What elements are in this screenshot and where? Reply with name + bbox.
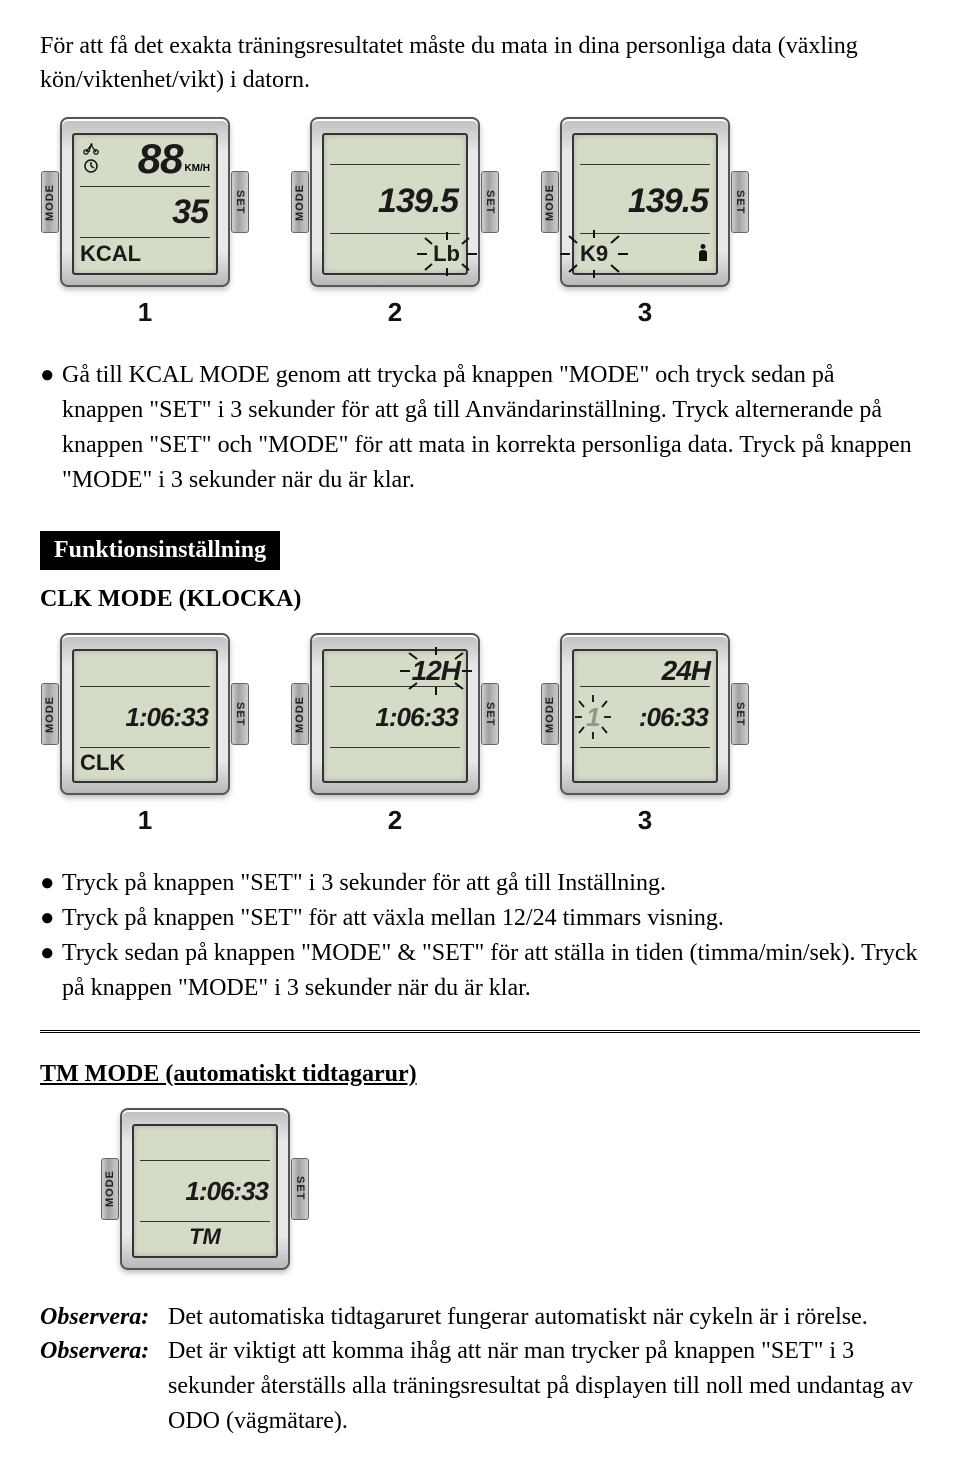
speed-value: 88 <box>138 140 183 178</box>
clk-device-2: MODE 12H 1:06:33 SET 2 <box>290 633 500 836</box>
kcal-device-1: MODE 88 KM/H 35 <box>40 117 250 328</box>
intro-text: För att få det exakta träningsresultatet… <box>40 30 920 97</box>
mode-button[interactable]: MODE <box>40 117 60 287</box>
kcal1-bot: KCAL <box>80 243 141 265</box>
section-divider <box>40 1030 920 1033</box>
obs-label: Observera: <box>40 1334 168 1438</box>
mode-button[interactable]: MODE <box>100 1108 120 1270</box>
mode-button[interactable]: MODE <box>40 633 60 795</box>
set-button[interactable]: SET <box>230 117 250 287</box>
clk3-format: 24H <box>662 657 710 685</box>
person-icon <box>696 243 710 265</box>
clk-mode-title: CLK MODE (KLOCKA) <box>40 586 920 613</box>
set-button[interactable]: SET <box>290 1108 310 1270</box>
tm-device: MODE 1:06:33 TM SET <box>100 1108 310 1270</box>
clk-device-row: MODE 1:06:33 CLK SET 1 MODE <box>40 633 920 836</box>
obs-text: Det automatiska tidtagaruret fungerar au… <box>168 1300 920 1335</box>
set-button[interactable]: SET <box>480 633 500 795</box>
device-number: 1 <box>138 297 152 328</box>
obs-text: Det är viktigt att komma ihåg att när ma… <box>168 1334 920 1438</box>
clk1-mode: CLK <box>80 752 125 774</box>
clk-device-1: MODE 1:06:33 CLK SET 1 <box>40 633 250 836</box>
clk3-time-rest: :06:33 <box>639 704 708 730</box>
device-number: 1 <box>138 805 152 836</box>
kcal1-mid: 35 <box>172 195 208 229</box>
set-button[interactable]: SET <box>730 117 750 287</box>
kcal-device-2: MODE 139.5 Lb SET <box>290 117 500 328</box>
kcal3-mid: 139.5 <box>628 184 708 218</box>
clk-instructions: ●Tryck på knappen "SET" i 3 sekunder för… <box>40 866 920 1005</box>
tm-time: 1:06:33 <box>185 1178 268 1204</box>
clk2-time: 1:06:33 <box>375 704 458 730</box>
kcal-device-row: MODE 88 KM/H 35 <box>40 117 920 328</box>
mode-button[interactable]: MODE <box>540 633 560 795</box>
tm-label: TM <box>189 1226 221 1248</box>
set-button[interactable]: SET <box>230 633 250 795</box>
tm-device-row: MODE 1:06:33 TM SET <box>100 1108 920 1270</box>
mode-button[interactable]: MODE <box>290 117 310 287</box>
mode-button[interactable]: MODE <box>290 633 310 795</box>
clk1-time: 1:06:33 <box>125 704 208 730</box>
clk-device-3: MODE 24H 1 :06:33 <box>540 633 750 836</box>
blinking-value: K9 <box>580 243 608 266</box>
observations: Observera: Det automatiska tidtagaruret … <box>40 1300 920 1439</box>
status-icons <box>80 140 102 173</box>
tm-mode-title: TM MODE (automatiskt tidtagarur) <box>40 1061 920 1088</box>
speed-unit: KM/H <box>184 163 210 174</box>
obs-label: Observera: <box>40 1300 168 1335</box>
device-number: 3 <box>638 297 652 328</box>
device-number: 2 <box>388 297 402 328</box>
mode-button[interactable]: MODE <box>540 117 560 287</box>
kcal-instructions: ●Gå till KCAL MODE genom att trycka på k… <box>40 358 920 497</box>
section-badge: Funktionsinställning <box>40 531 280 570</box>
set-button[interactable]: SET <box>730 633 750 795</box>
blinking-12h: 12H <box>412 657 460 685</box>
kcal2-mid: 139.5 <box>378 184 458 218</box>
device-number: 2 <box>388 805 402 836</box>
device-number: 3 <box>638 805 652 836</box>
blinking-value: Lb <box>433 243 460 266</box>
blinking-hour: 1 <box>586 704 599 731</box>
set-button[interactable]: SET <box>480 117 500 287</box>
kcal-device-3: MODE 139.5 K9 <box>540 117 750 328</box>
